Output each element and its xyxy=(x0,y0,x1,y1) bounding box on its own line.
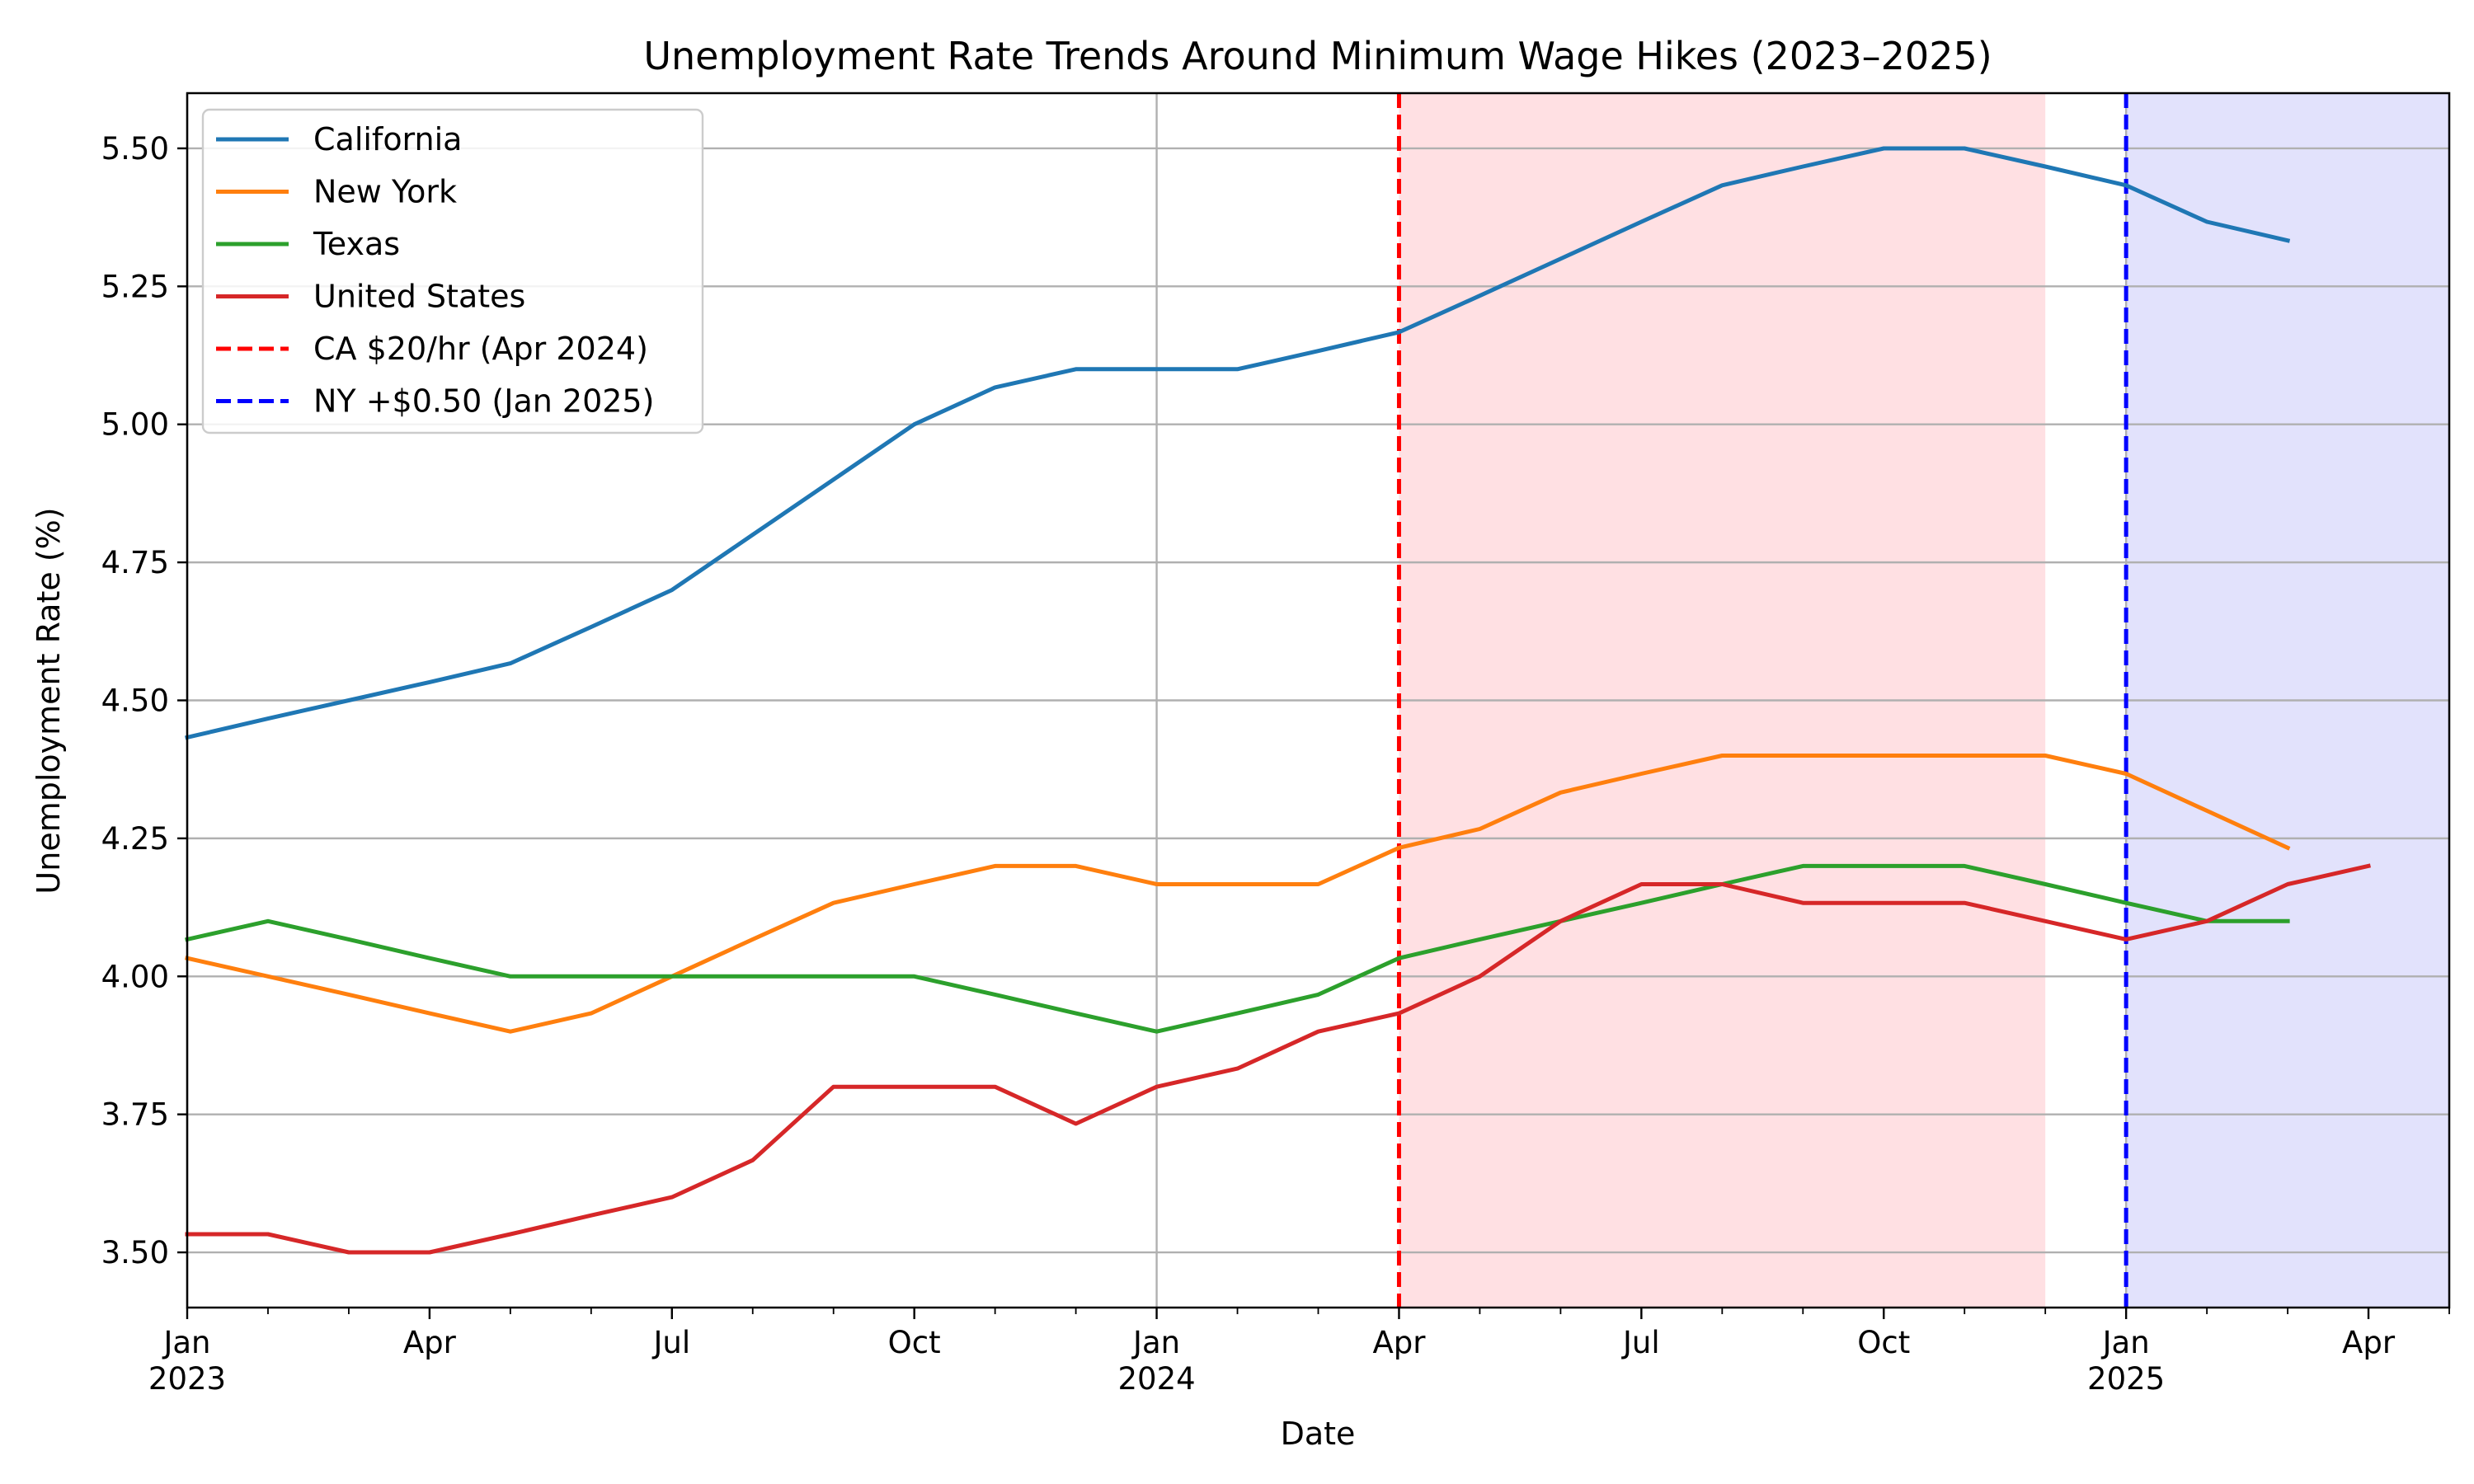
y-axis: 3.50 3.75 4.00 4.25 4.50 4.75 5.00 5.25 5.50 xyxy=(101,131,187,1270)
x-tick-label: Apr xyxy=(1372,1325,1426,1360)
y-tick-label: 4.25 xyxy=(101,821,169,857)
x-tick-year-label: 2024 xyxy=(1117,1361,1195,1397)
x-tick-label: Jul xyxy=(1621,1325,1660,1360)
x-tick-label: Apr xyxy=(2342,1325,2396,1360)
legend-label: Texas xyxy=(313,226,400,262)
x-tick-label: Jul xyxy=(651,1325,690,1360)
y-tick-label: 5.25 xyxy=(101,269,169,304)
series-line-new-york xyxy=(185,754,2291,1034)
y-tick-label: 5.50 xyxy=(101,131,169,167)
legend-label: NY +$0.50 (Jan 2025) xyxy=(313,383,654,420)
y-tick-label: 4.50 xyxy=(101,683,169,719)
series-lines xyxy=(184,146,2371,1255)
y-tick-label: 3.75 xyxy=(101,1097,169,1133)
legend-label: New York xyxy=(313,174,457,210)
series-line-united-states xyxy=(185,863,2371,1255)
y-axis-label: Unemployment Rate (%) xyxy=(31,507,67,894)
y-tick-label: 5.00 xyxy=(101,407,169,443)
y-tick-label: 4.75 xyxy=(101,545,169,580)
x-tick-label: Jan xyxy=(162,1325,210,1360)
legend-label: United States xyxy=(313,279,525,315)
x-tick-year-label: 2023 xyxy=(148,1361,226,1397)
x-tick-label: Oct xyxy=(888,1325,941,1360)
y-tick-label: 4.00 xyxy=(101,959,169,994)
x-tick-label: Oct xyxy=(1857,1325,1910,1360)
x-tick-year-label: 2025 xyxy=(2087,1361,2165,1397)
x-tick-label: Jan xyxy=(1131,1325,1180,1360)
x-tick-label: Jan xyxy=(2101,1325,2150,1360)
series-line-texas xyxy=(185,863,2290,1034)
x-tick-label: Apr xyxy=(403,1325,457,1360)
legend-label: CA $20/hr (Apr 2024) xyxy=(313,331,648,367)
event-lines xyxy=(1396,93,2128,1308)
legend-box xyxy=(201,108,704,434)
legend: California New York Texas United States CA $… xyxy=(201,108,704,434)
y-tick-label: 3.50 xyxy=(101,1235,169,1270)
x-axis-label: Date xyxy=(1281,1416,1356,1452)
legend-label: California xyxy=(313,121,462,157)
chart-title: Unemployment Rate Trends Around Minimum … xyxy=(643,34,1992,78)
series-line-california xyxy=(184,146,2291,740)
